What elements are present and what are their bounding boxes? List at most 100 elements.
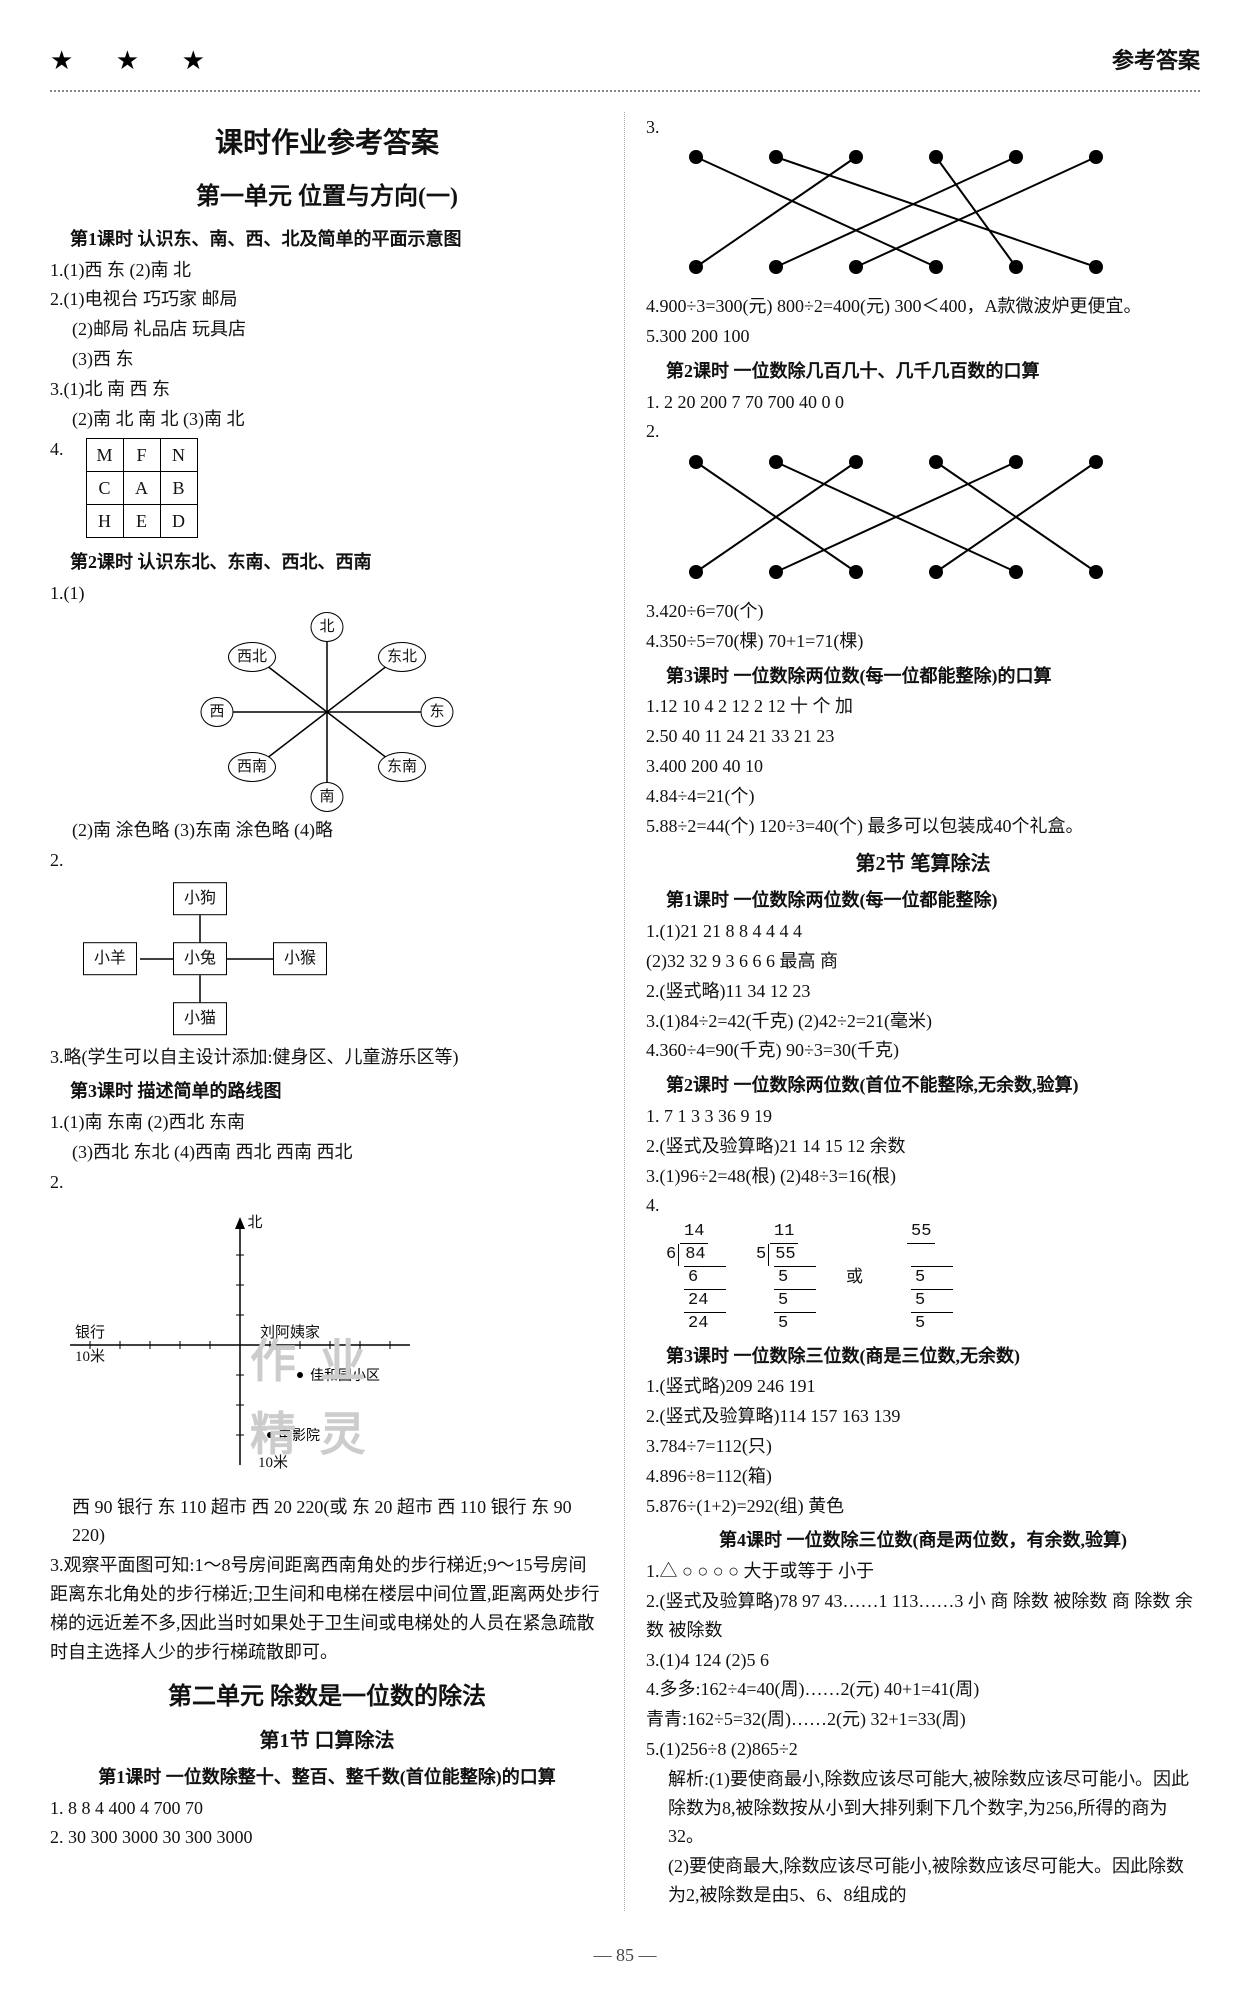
u2-s2-l1-a1: 1.(1)21 21 8 8 4 4 4 4 [646,917,1200,946]
grid-cell: H [86,505,123,538]
u2-s2-l4-a3: 3.(1)4 124 (2)5 6 [646,1646,1200,1675]
scale-left-label: 10米 [75,1345,105,1369]
u2-s1-l1-title: 第1课时 一位数除整十、整百、整千数(首位能整除)的口算 [50,1763,604,1792]
u2-s2-title: 第2节 笔算除法 [646,848,1200,880]
u2-s2-l3-a3: 3.784÷7=112(只) [646,1432,1200,1461]
liu-label: 刘阿姨家 [260,1321,320,1345]
u2-s1-l3-a1: 1.12 10 4 2 12 2 12 十 个 加 [646,692,1200,721]
u1-l1-a4: 4. [50,435,64,464]
u2-s1-l2-a2: 2. [646,417,1200,446]
u1-l1-a3: 3.(1)北 南 西 东 [50,375,604,404]
u2-s2-l3-a1: 1.(竖式略)209 246 191 [646,1372,1200,1401]
u2-s1-l1-a3: 3. [646,113,1200,142]
compass-node: 东北 [378,642,426,672]
u2-s2-l4-a5: 5.(1)256÷8 (2)865÷2 [646,1735,1200,1764]
u2-s1-l3-title: 第3课时 一位数除两位数(每一位都能整除)的口算 [666,662,1200,691]
u1-l2-a1b: (2)南 涂色略 (3)东南 涂色略 (4)略 [72,816,604,845]
u2-s2-l2-a2: 2.(竖式及验算略)21 14 15 12 余数 [646,1132,1200,1161]
u1-l2-title: 第2课时 认识东北、东南、西北、西南 [70,548,604,577]
bank-label: 银行 [75,1321,105,1345]
compass-node: 北 [310,612,343,642]
u2-s2-l1-a1b: (2)32 32 9 3 6 6 6 最高 商 [646,947,1200,976]
u2-s2-l2-title: 第2课时 一位数除两位数(首位不能整除,无余数,验算) [666,1071,1200,1100]
u2-s1-l1-a5: 5.300 200 100 [646,322,1200,351]
u2-s2-l4-a1: 1.△ ○ ○ ○ ○ 大于或等于 小于 [646,1557,1200,1586]
compass-diagram: 北东北东东南南西南西西北 [197,612,457,812]
scale-bottom-label: 10米 [258,1451,288,1475]
u1-l3-a2: 2. [50,1168,604,1197]
svg-text:电影院: 电影院 [278,1428,320,1444]
grid-cell: D [160,505,197,538]
u1-l1-a2b: (2)邮局 礼品店 玩具店 [72,315,604,344]
compass-node: 西北 [228,642,276,672]
u1-l2-a1: 1.(1) [50,579,604,608]
compass-node: 西 [200,697,233,727]
coord-label: 佳和园小区 [310,1368,380,1384]
u2-s1-l3-a5: 5.88÷2=44(个) 120÷3=40(个) 最多可以包装成40个礼盒。 [646,812,1200,841]
u1-l3-title: 第3课时 描述简单的路线图 [70,1077,604,1106]
u1-l1-a2c: (3)西 东 [72,345,604,374]
u2-s2-l1-a3: 3.(1)84÷2=42(千克) (2)42÷2=21(毫米) [646,1007,1200,1036]
content-columns: 课时作业参考答案 第一单元 位置与方向(一) 第1课时 认识东、南、西、北及简单… [50,112,1200,1911]
u2-s2-l1-title: 第1课时 一位数除两位数(每一位都能整除) [666,886,1200,915]
u1-l3-a1: 1.(1)南 东南 (2)西北 东南 [50,1108,604,1137]
u1-l1-grid: MFN CAB HED [86,438,198,538]
u2-s1-l2-a4: 4.350÷5=70(棵) 70+1=71(棵) [646,627,1200,656]
header-right: 参考答案 [1112,43,1200,78]
long-division: 11555555 [756,1221,816,1335]
u2-s1-l3-a4: 4.84÷4=21(个) [646,782,1200,811]
u2-s1-l2-a3: 3.420÷6=70(个) [646,597,1200,626]
compass-node: 东南 [378,752,426,782]
grid-cell: N [160,439,197,472]
coord-diagram: 佳和园小区 电影院 作 业 精 灵 北 银行 10米 刘阿姨家 10米 [50,1205,430,1485]
long-division: 55555 [893,1221,953,1335]
left-column: 课时作业参考答案 第一单元 位置与方向(一) 第1课时 认识东、南、西、北及简单… [50,112,604,1911]
long-division: 1468462424 [666,1221,726,1335]
compass-node: 南 [310,782,343,812]
u2-s1-title: 第1节 口算除法 [50,1725,604,1757]
right-column: 3. 4.900÷3=300(元) 800÷2=400(元) 300＜400，A… [646,112,1200,1911]
tree-box: 小羊 [83,942,137,976]
tree-box: 小猴 [273,942,327,976]
u2-s2-l2-a1: 1. 7 1 3 3 36 9 19 [646,1102,1200,1131]
tree-box: 小猫 [173,1002,227,1036]
column-divider [624,112,626,1911]
u2-s1-l2-title: 第2课时 一位数除几百几十、几千几百数的口算 [666,357,1200,386]
matching-diagram-2 [666,447,1106,587]
u2-s2-l4-title: 第4课时 一位数除三位数(商是两位数，有余数,验算) [646,1526,1200,1555]
u1-l3-a2txt: 西 90 银行 东 110 超市 西 20 220(或 东 20 超市 西 11… [72,1493,604,1551]
unit1-title: 第一单元 位置与方向(一) [50,178,604,216]
matching-diagram-1 [666,142,1106,282]
u2-s2-l1-a2: 2.(竖式略)11 34 12 23 [646,977,1200,1006]
header-stars: ★ ★ ★ [50,40,223,82]
u2-s1-l1-a2: 2. 30 300 3000 30 300 3000 [50,1823,604,1852]
unit2-title: 第二单元 除数是一位数的除法 [50,1678,604,1716]
u1-l1-title: 第1课时 认识东、南、西、北及简单的平面示意图 [70,225,604,254]
u1-l2-a2: 2. [50,846,604,875]
tree-box: 小兔 [173,942,227,976]
u2-s2-l3-a4: 4.896÷8=112(箱) [646,1462,1200,1491]
u1-l1-a1: 1.(1)西 东 (2)南 北 [50,256,604,285]
u2-s2-l4-a5c: (2)要使商最大,除数应该尽可能小,被除数应该尽可能大。因此除数为2,被除数是由… [668,1852,1200,1910]
grid-cell: M [86,439,123,472]
u1-l3-a1b: (3)西北 东北 (4)西南 西北 西南 西北 [72,1138,604,1167]
ldiv-or: 或 [846,1265,863,1292]
u2-s1-l1-a4: 4.900÷3=300(元) 800÷2=400(元) 300＜400，A款微波… [646,292,1200,321]
u2-s1-l2-a1: 1. 2 20 200 7 70 700 40 0 0 [646,388,1200,417]
u2-s2-l3-a5: 5.876÷(1+2)=292(组) 黄色 [646,1492,1200,1521]
main-title: 课时作业参考答案 [50,122,604,167]
grid-cell: C [86,472,123,505]
u2-s2-l2-a3: 3.(1)96÷2=48(根) (2)48÷3=16(根) [646,1162,1200,1191]
u2-s2-l1-a4: 4.360÷4=90(千克) 90÷3=30(千克) [646,1036,1200,1065]
north-label: 北 [247,1211,262,1235]
grid-cell: B [160,472,197,505]
u2-s2-l2-a4: 4. [646,1191,1200,1220]
u2-s2-l3-title: 第3课时 一位数除三位数(商是三位数,无余数) [666,1342,1200,1371]
u2-s1-l3-a3: 3.400 200 40 10 [646,752,1200,781]
tree-diagram: 小狗小羊 小兔 小猴小猫 [80,879,380,1039]
compass-node: 西南 [228,752,276,782]
grid-cell: A [123,472,160,505]
u1-l3-a3: 3.观察平面图可知:1～8号房间距离西南角处的步行梯近;9～15号房间距离东北角… [50,1551,604,1666]
u2-s2-l4-a4: 4.多多:162÷4=40(周)……2(元) 40+1=41(周) [646,1675,1200,1704]
tree-box: 小狗 [173,882,227,916]
